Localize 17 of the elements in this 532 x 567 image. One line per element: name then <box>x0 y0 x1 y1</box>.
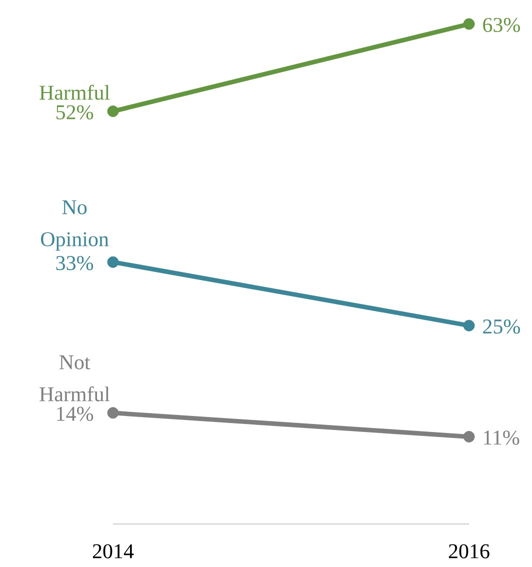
data-label: 25% <box>483 319 520 334</box>
point <box>107 106 119 118</box>
x-tick-label: 2016 <box>448 544 490 558</box>
point <box>463 430 475 442</box>
series-label: No Opinion <box>40 200 109 251</box>
point <box>463 320 475 332</box>
data-label: 14% <box>57 406 94 422</box>
x-tick-label: 2014 <box>92 544 134 558</box>
data-label: 11% <box>484 430 520 445</box>
data-label: 52% <box>56 105 94 120</box>
point <box>463 18 475 30</box>
point <box>107 407 119 419</box>
series-label: Harmful <box>40 84 110 100</box>
series-label: Not Harmful <box>40 355 110 402</box>
data-label: 63% <box>483 18 520 32</box>
data-label: 33% <box>56 256 94 270</box>
point <box>107 256 119 268</box>
